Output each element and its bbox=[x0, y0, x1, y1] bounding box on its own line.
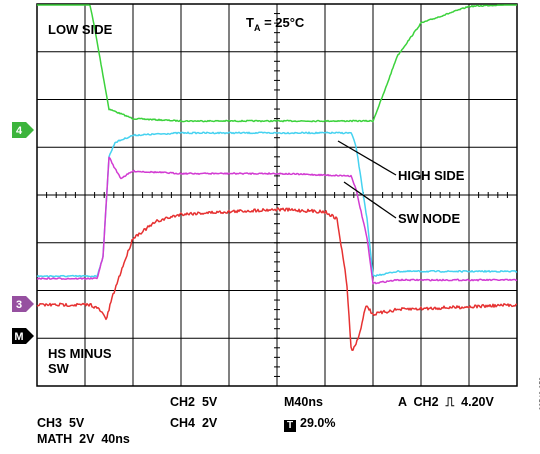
sw-label: SW bbox=[48, 361, 70, 376]
trigger-icon: T bbox=[284, 420, 296, 432]
low-side-label: LOW SIDE bbox=[48, 22, 113, 37]
high-side-leader bbox=[337, 140, 397, 176]
channel-markers: 4 3 M bbox=[12, 122, 34, 344]
ch3-scale-readout: CH3 5V bbox=[37, 416, 85, 430]
ch4-marker-label: 4 bbox=[16, 125, 23, 137]
high-side-label: HIGH SIDE bbox=[398, 168, 465, 183]
title-label: TA = 25°C bbox=[246, 15, 305, 33]
trace-math bbox=[36, 207, 517, 351]
ch4-scale-readout: CH4 2V bbox=[170, 416, 218, 430]
trace-ch4 bbox=[37, 4, 517, 123]
graticule bbox=[36, 3, 518, 387]
ch4-marker: 4 bbox=[12, 122, 34, 138]
sw-node-leader bbox=[343, 181, 397, 219]
trigger-position-readout: T 29.0% bbox=[284, 416, 335, 432]
hs-minus-label: HS MINUS bbox=[48, 346, 112, 361]
trigger-setting-readout: A CH2 ⎍ 4.20V bbox=[398, 395, 494, 409]
math-marker: M bbox=[12, 328, 34, 344]
trace-ch2 bbox=[36, 131, 518, 278]
timebase-readout: M40ns bbox=[284, 395, 323, 409]
ch3-marker-label: 3 bbox=[16, 299, 22, 311]
ch3-marker: 3 bbox=[12, 296, 34, 312]
math-scale-readout: MATH 2V 40ns bbox=[37, 432, 130, 446]
ch2-scale-readout: CH2 5V bbox=[170, 395, 218, 409]
trace-ch3 bbox=[36, 156, 518, 285]
math-marker-label: M bbox=[14, 331, 23, 343]
traces bbox=[36, 4, 518, 351]
sw-node-label: SW NODE bbox=[398, 211, 460, 226]
